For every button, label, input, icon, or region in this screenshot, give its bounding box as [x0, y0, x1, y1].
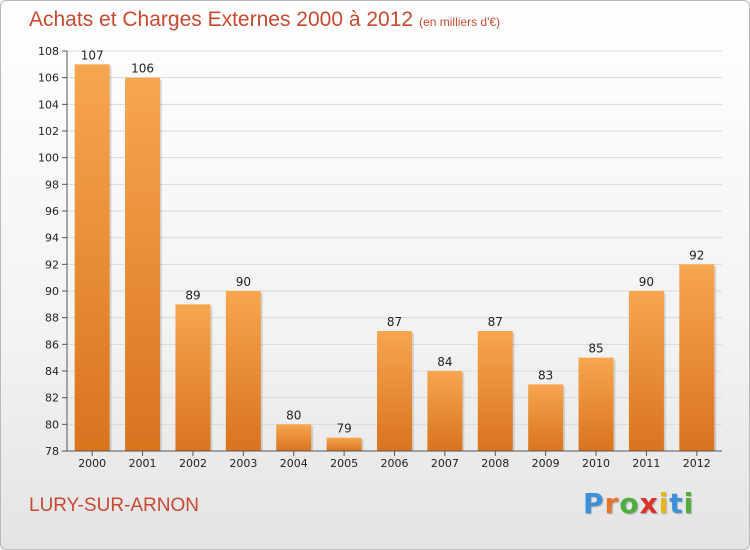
value-label: 106 [131, 62, 154, 76]
logo-letter: t [669, 487, 684, 520]
x-tick-label: 2012 [683, 457, 711, 470]
y-tick-label: 90 [45, 285, 59, 298]
y-tick-label: 108 [38, 45, 59, 58]
logo-letter: P [583, 487, 605, 520]
value-label: 79 [336, 422, 351, 436]
bar [74, 64, 110, 452]
bar [477, 331, 513, 451]
value-label: 87 [387, 315, 402, 329]
bar [427, 371, 463, 451]
x-tick-label: 2003 [229, 457, 257, 470]
value-label: 90 [639, 275, 654, 289]
value-label: 85 [588, 342, 603, 356]
y-tick-label: 84 [45, 365, 59, 378]
y-tick-label: 82 [45, 392, 59, 405]
x-tick-label: 2005 [330, 457, 358, 470]
bar [125, 77, 161, 452]
y-tick-label: 86 [45, 338, 59, 351]
x-tick-label: 2007 [431, 457, 459, 470]
chart-title: Achats et Charges Externes 2000 à 2012 (e… [29, 8, 500, 32]
y-tick-label: 94 [45, 232, 59, 245]
y-tick-labels: 78 80 82 84 86 88 90 92 94 96 98 100 102 104 106 108 [38, 45, 59, 458]
bar [679, 264, 715, 451]
chart-unit: (en milliers d'€) [419, 15, 501, 29]
x-tick-label: 2009 [532, 457, 560, 470]
y-tick-label: 104 [38, 98, 59, 111]
x-tick-labels: 2000 2001 2002 2003 2004 2005 2006 2007 2008 2009… [78, 457, 711, 470]
value-label: 87 [488, 315, 503, 329]
x-tick-label: 2011 [632, 457, 660, 470]
chart-title-text: Achats et Charges Externes 2000 à 2012 [29, 8, 414, 31]
logo-letter: o [619, 487, 640, 520]
logo-letter: x [639, 487, 659, 520]
bar [276, 424, 312, 451]
logo-letter: r [604, 487, 620, 520]
y-tick-label: 80 [45, 418, 59, 431]
bar [326, 437, 362, 451]
bars [74, 64, 717, 452]
y-tick-label: 98 [45, 178, 59, 191]
x-tick-label: 2006 [381, 457, 409, 470]
y-tick-label: 96 [45, 205, 59, 218]
bar [377, 331, 412, 451]
bar [578, 357, 614, 451]
y-tick-label: 102 [38, 125, 59, 138]
x-tick-label: 2010 [582, 457, 610, 470]
value-label: 84 [437, 355, 452, 369]
value-label: 80 [286, 408, 301, 422]
x-tick-label: 2002 [179, 457, 207, 470]
value-label: 92 [689, 248, 704, 262]
value-label: 89 [185, 288, 200, 302]
y-tick-label: 88 [45, 312, 59, 325]
value-label: 83 [538, 368, 553, 382]
logo-letter: i [683, 487, 695, 520]
x-tick-label: 2001 [129, 457, 157, 470]
proxiti-logo: Proxiti [583, 487, 694, 520]
y-tick-label: 106 [38, 72, 59, 85]
x-tick-label: 2008 [481, 457, 509, 470]
y-tick-label: 100 [38, 152, 59, 165]
x-tick-label: 2004 [280, 457, 308, 470]
value-labels: 107 106 89 90 80 79 87 84 87 83 85 90 92 [81, 48, 705, 435]
bar [175, 304, 211, 451]
x-tick-label: 2000 [78, 457, 106, 470]
logo-letter: i [658, 487, 670, 520]
commune-name: LURY-SUR-ARNON [29, 495, 199, 516]
y-tick-label: 78 [45, 445, 59, 458]
bar [628, 291, 664, 451]
bar [528, 384, 564, 451]
axes [66, 51, 722, 456]
value-label: 90 [236, 275, 251, 289]
bar [225, 291, 261, 451]
value-label: 107 [81, 48, 104, 62]
y-tick-label: 92 [45, 258, 59, 271]
